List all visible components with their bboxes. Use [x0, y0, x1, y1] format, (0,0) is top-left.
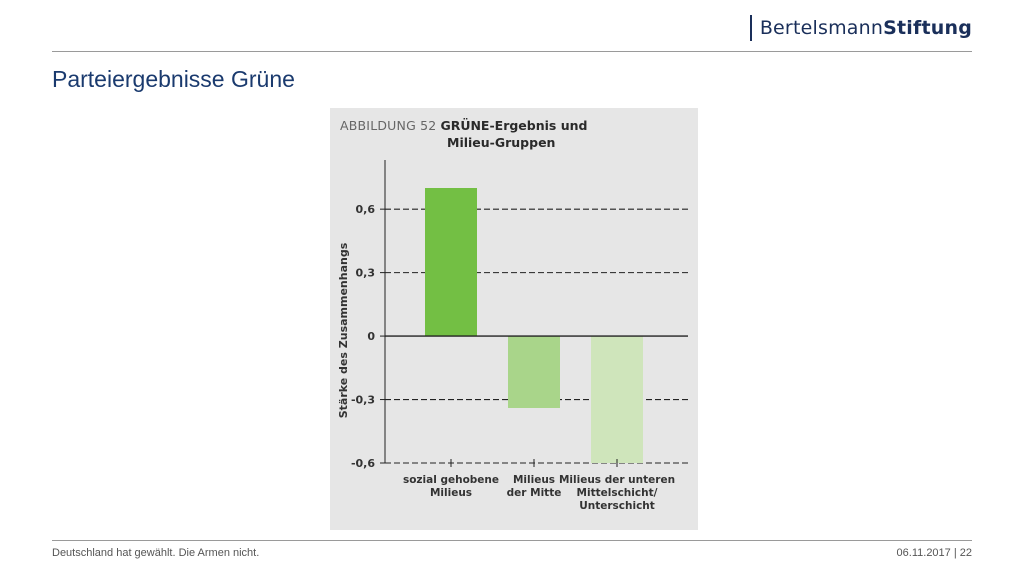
bar	[508, 336, 560, 408]
brand-name-bold: Stiftung	[883, 17, 972, 39]
x-category-label-line: Milieus	[513, 474, 555, 486]
y-tick-label: 0	[367, 330, 375, 343]
y-axis-label: Stärke des Zusammenhangs	[337, 242, 350, 418]
x-category-label: Milieus der Mitte	[507, 474, 562, 499]
x-category-label-line: Milieus	[430, 487, 472, 499]
x-category-label-line: der Mitte	[507, 487, 562, 499]
y-tick-label: 0,3	[356, 267, 376, 280]
figure-title: ABBILDUNG 52 GRÜNE-Ergebnis und Milieu-G…	[340, 117, 587, 151]
footer-date-page: 06.11.2017 | 22	[896, 547, 972, 559]
x-category-label-line: sozial gehobene	[403, 474, 499, 486]
bar	[425, 188, 477, 337]
brand-name: BertelsmannStiftung	[760, 17, 972, 39]
figure-panel: ABBILDUNG 52 GRÜNE-Ergebnis und Milieu-G…	[330, 108, 698, 530]
footer-text: Deutschland hat gewählt. Die Armen nicht…	[52, 547, 260, 559]
slide-title: Parteiergebnisse Grüne	[52, 66, 295, 92]
footer-divider	[52, 540, 972, 541]
y-tick-label: -0,3	[351, 394, 375, 407]
figure-label: ABBILDUNG 52	[340, 118, 437, 133]
bar	[591, 336, 643, 463]
x-category-label-line: Milieus der unteren	[559, 474, 675, 486]
x-category-label-line: Mittelschicht/	[577, 487, 658, 499]
x-category-label: Milieus der unteren Mittelschicht/Untersc…	[559, 474, 675, 512]
y-tick-label: -0,6	[351, 457, 375, 470]
brand-bar	[749, 15, 752, 41]
header-divider	[52, 51, 972, 52]
x-category-label-line: Unterschicht	[579, 500, 655, 512]
brand-logo: BertelsmannStiftung	[749, 14, 972, 42]
figure-title-line1: GRÜNE-Ergebnis und	[440, 118, 588, 133]
figure-title-line2: Milieu-Gruppen	[447, 135, 556, 150]
brand-name-regular: Bertelsmann	[759, 17, 884, 39]
x-category-label: sozial gehobene Milieus	[403, 474, 499, 499]
y-tick-label: 0,6	[356, 203, 376, 216]
